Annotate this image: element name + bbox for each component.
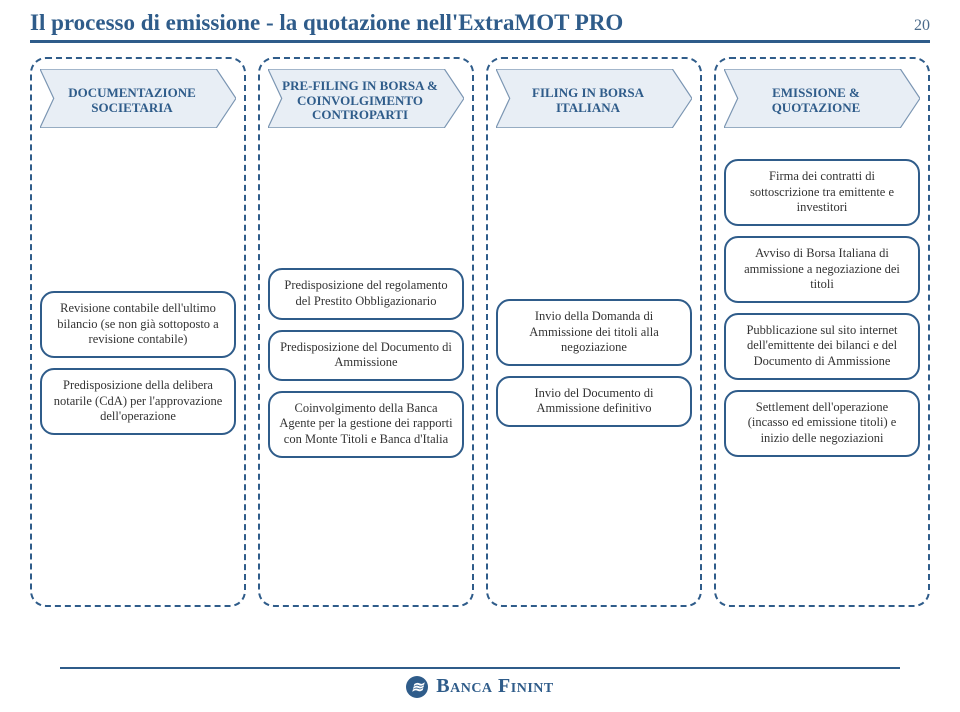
process-step-box: Avviso di Borsa Italiana di ammissione a…	[724, 236, 920, 303]
stage-label: FILING IN BORSA ITALIANA	[496, 69, 692, 133]
stage-header: EMISSIONE & QUOTAZIONE	[724, 69, 920, 133]
stage-label: EMISSIONE & QUOTAZIONE	[724, 69, 920, 133]
bank-brand: ≋ Banca Finint	[406, 675, 553, 698]
bank-name: Banca Finint	[436, 675, 553, 698]
spacer	[268, 141, 464, 268]
process-column: EMISSIONE & QUOTAZIONE Firma dei contratt…	[714, 57, 930, 607]
process-step-box: Revisione contabile dell'ultimo bilancio…	[40, 291, 236, 358]
process-step-box: Predisposizione della delibera notarile …	[40, 368, 236, 435]
process-column: PRE-FILING IN BORSA & COINVOLGIMENTO CON…	[258, 57, 474, 607]
stage-label: DOCUMENTAZIONE SOCIETARIA	[40, 69, 236, 133]
header: Il processo di emissione - la quotazione…	[30, 10, 930, 43]
page-number: 20	[914, 17, 930, 35]
footer: ≋ Banca Finint	[0, 667, 960, 698]
stage-header: DOCUMENTAZIONE SOCIETARIA	[40, 69, 236, 133]
process-step-box: Coinvolgimento della Banca Agente per la…	[268, 391, 464, 458]
bank-logo-icon: ≋	[406, 676, 428, 698]
process-step-box: Invio della Domanda di Ammissione dei ti…	[496, 299, 692, 366]
spacer	[40, 141, 236, 291]
spacer	[40, 445, 236, 595]
process-column: DOCUMENTAZIONE SOCIETARIA Revisione conta…	[30, 57, 246, 607]
process-step-box: Predisposizione del regolamento del Pres…	[268, 268, 464, 319]
stage-header: PRE-FILING IN BORSA & COINVOLGIMENTO CON…	[268, 69, 464, 133]
process-step-box: Invio del Documento di Ammissione defini…	[496, 376, 692, 427]
footer-divider	[60, 667, 900, 669]
process-column: FILING IN BORSA ITALIANA Invio della Doma…	[486, 57, 702, 607]
spacer	[496, 437, 692, 595]
page-title: Il processo di emissione - la quotazione…	[30, 10, 623, 36]
process-step-box: Settlement dell'operazione (incasso ed e…	[724, 390, 920, 457]
process-step-box: Predisposizione del Documento di Ammissi…	[268, 330, 464, 381]
process-step-box: Pubblicazione sul sito internet dell'emi…	[724, 313, 920, 380]
stage-label: PRE-FILING IN BORSA & COINVOLGIMENTO CON…	[268, 69, 464, 133]
spacer	[268, 468, 464, 595]
spacer	[724, 141, 920, 159]
stage-header: FILING IN BORSA ITALIANA	[496, 69, 692, 133]
process-columns: DOCUMENTAZIONE SOCIETARIA Revisione conta…	[30, 57, 930, 607]
process-step-box: Firma dei contratti di sottoscrizione tr…	[724, 159, 920, 226]
spacer	[496, 141, 692, 299]
